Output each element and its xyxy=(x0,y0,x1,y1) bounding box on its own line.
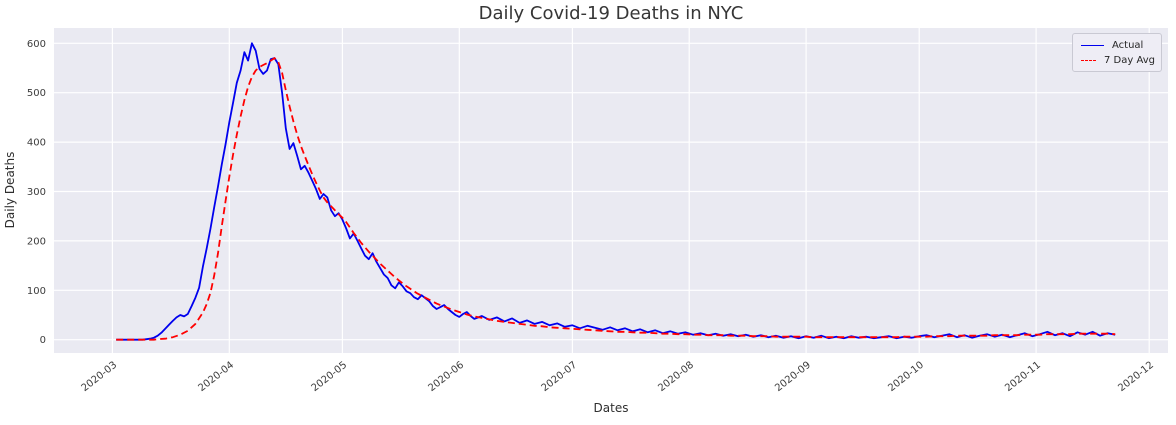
chart-title: Daily Covid-19 Deaths in NYC xyxy=(479,3,744,24)
x-tick-label-2020-04: 2020-04 xyxy=(196,360,236,394)
legend-line-sample-7day-avg xyxy=(1081,60,1096,61)
x-tick-label-2020-12: 2020-12 xyxy=(1116,360,1156,394)
legend-item-actual: Actual xyxy=(1081,38,1155,53)
series-line-7-day-avg xyxy=(116,57,1116,341)
legend-label-7day-avg: 7 Day Avg xyxy=(1104,55,1155,66)
gridlines xyxy=(54,28,1168,353)
y-tick-label-200: 200 xyxy=(27,236,46,247)
y-tick-label-600: 600 xyxy=(27,39,46,50)
x-tick-label-2020-06: 2020-06 xyxy=(426,360,466,394)
x-tick-label-2020-08: 2020-08 xyxy=(656,360,696,394)
x-tick-label-2020-10: 2020-10 xyxy=(886,360,926,394)
y-tick-label-500: 500 xyxy=(27,88,46,99)
x-tick-label-2020-07: 2020-07 xyxy=(540,360,580,394)
y-tick-label-100: 100 xyxy=(27,286,46,297)
y-tick-label-0: 0 xyxy=(40,335,46,346)
legend-label-actual: Actual xyxy=(1112,40,1144,51)
y-tick-labels: 0 100 200 300 400 500 600 xyxy=(27,39,46,346)
legend: Actual 7 Day Avg xyxy=(1072,33,1162,72)
x-tick-label-2020-03: 2020-03 xyxy=(80,360,120,394)
series-lines xyxy=(116,42,1116,341)
x-tick-label-2020-05: 2020-05 xyxy=(310,360,350,394)
y-tick-label-400: 400 xyxy=(27,138,46,149)
x-tick-label-2020-11: 2020-11 xyxy=(1003,360,1043,394)
x-tick-label-2020-09: 2020-09 xyxy=(773,360,813,394)
y-tick-label-300: 300 xyxy=(27,187,46,198)
legend-line-sample-actual xyxy=(1081,45,1104,46)
x-tick-labels: 2020-03 2020-04 2020-05 2020-06 2020-07 2020-… xyxy=(80,360,1157,394)
x-axis-label: Dates xyxy=(594,401,629,415)
y-axis-label: Daily Deaths xyxy=(3,152,17,229)
plot-background xyxy=(54,28,1168,353)
legend-item-7day-avg: 7 Day Avg xyxy=(1081,53,1155,68)
